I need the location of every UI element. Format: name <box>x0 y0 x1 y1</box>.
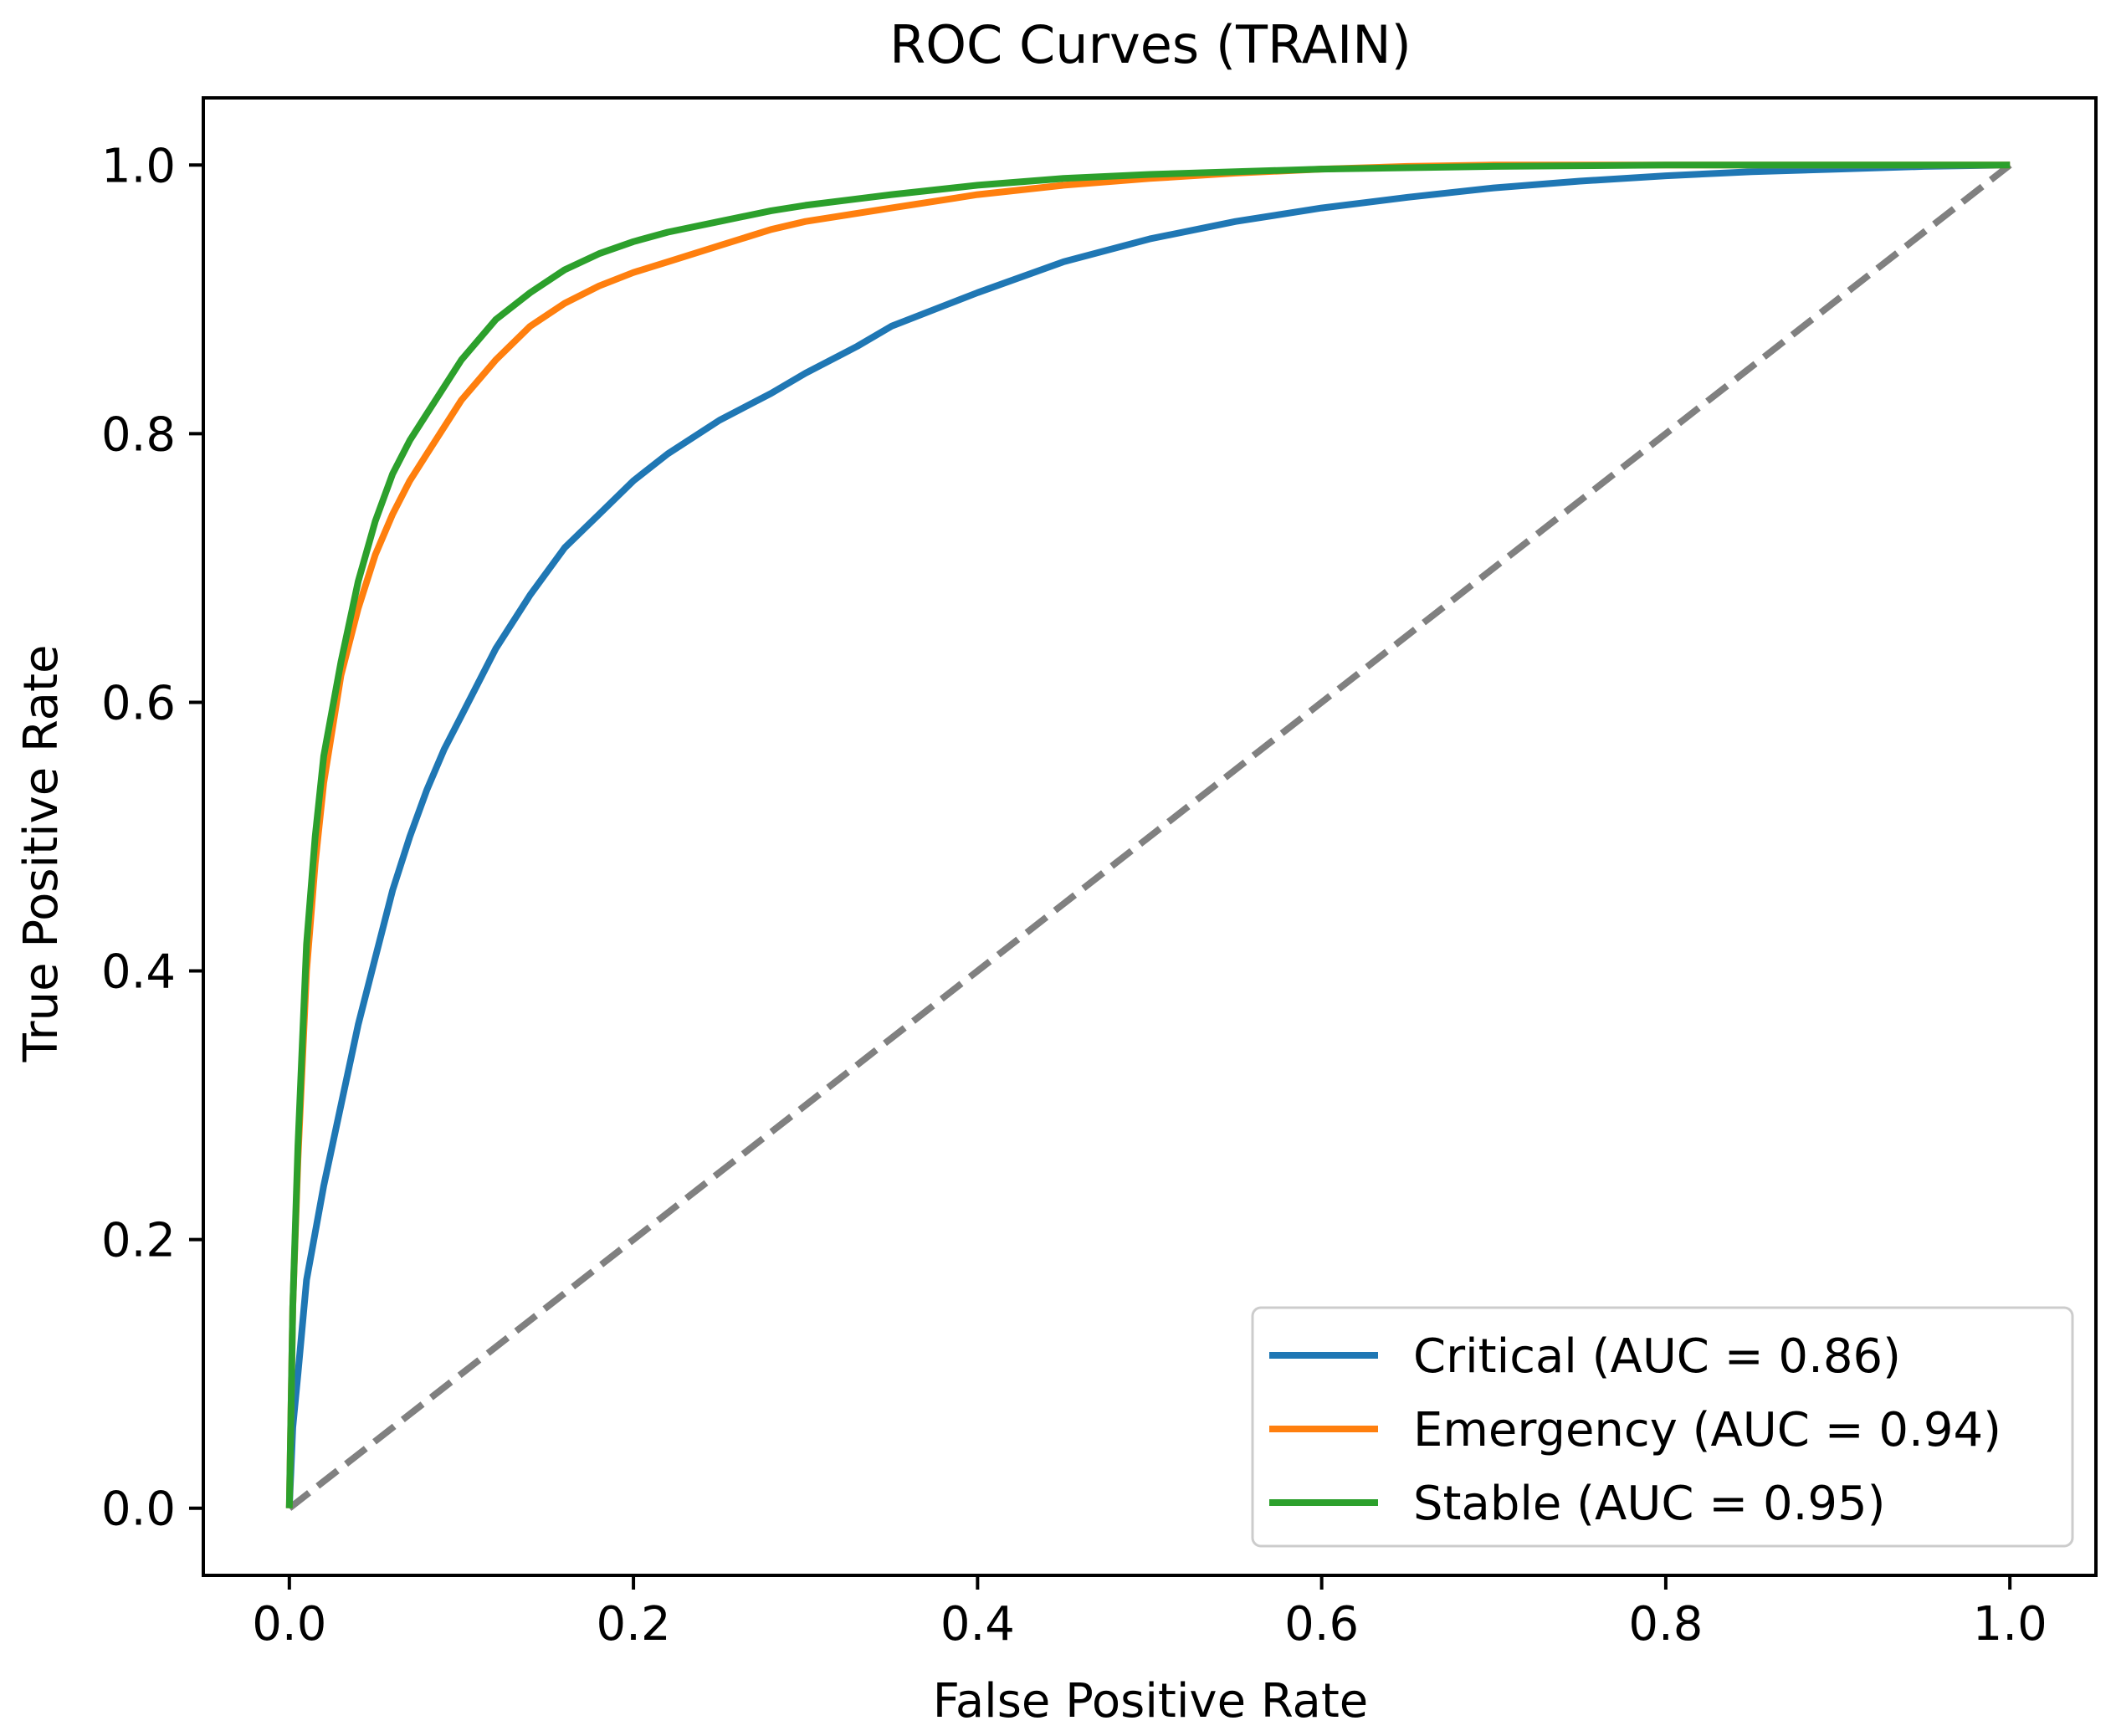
legend: Critical (AUC = 0.86) Emergency (AUC = 0.… <box>1251 1306 2074 1548</box>
legend-label-critical: Critical (AUC = 0.86) <box>1413 1329 1901 1384</box>
axis-ticks: 0.0 0.2 0.4 0.6 0.8 1.0 0.0 0.2 0.4 0.6 0.8 1.0 <box>101 139 2047 1652</box>
x-tick-label: 0.6 <box>1284 1597 1359 1652</box>
x-tick-label: 0.8 <box>1628 1597 1703 1652</box>
y-tick-label: 0.2 <box>101 1214 176 1268</box>
legend-label-stable: Stable (AUC = 0.95) <box>1413 1477 1885 1531</box>
plot-area <box>285 161 2012 1511</box>
x-tick-label: 1.0 <box>1973 1597 2047 1652</box>
series-line-stable <box>285 161 2011 1508</box>
plot-frame <box>202 96 2098 1577</box>
y-tick-label: 0.0 <box>101 1483 176 1537</box>
x-tick-label: 0.2 <box>597 1597 671 1652</box>
legend-label-emergency: Emergency (AUC = 0.94) <box>1413 1403 2001 1457</box>
chart-title: ROC Curves (TRAIN) <box>889 14 1412 75</box>
y-tick-label: 0.8 <box>101 407 176 462</box>
chance-diagonal-line <box>287 162 2012 1511</box>
y-tick-label: 1.0 <box>101 139 176 193</box>
series-line-critical <box>285 161 2011 1508</box>
y-axis-label: True Positive Rate <box>14 645 69 1063</box>
x-tick-label: 0.4 <box>940 1597 1015 1652</box>
legend-box <box>1251 1306 2074 1548</box>
y-tick-label: 0.4 <box>101 945 176 1000</box>
y-tick-label: 0.6 <box>101 676 176 730</box>
x-axis-label: False Positive Rate <box>933 1674 1368 1728</box>
x-tick-label: 0.0 <box>252 1597 326 1652</box>
